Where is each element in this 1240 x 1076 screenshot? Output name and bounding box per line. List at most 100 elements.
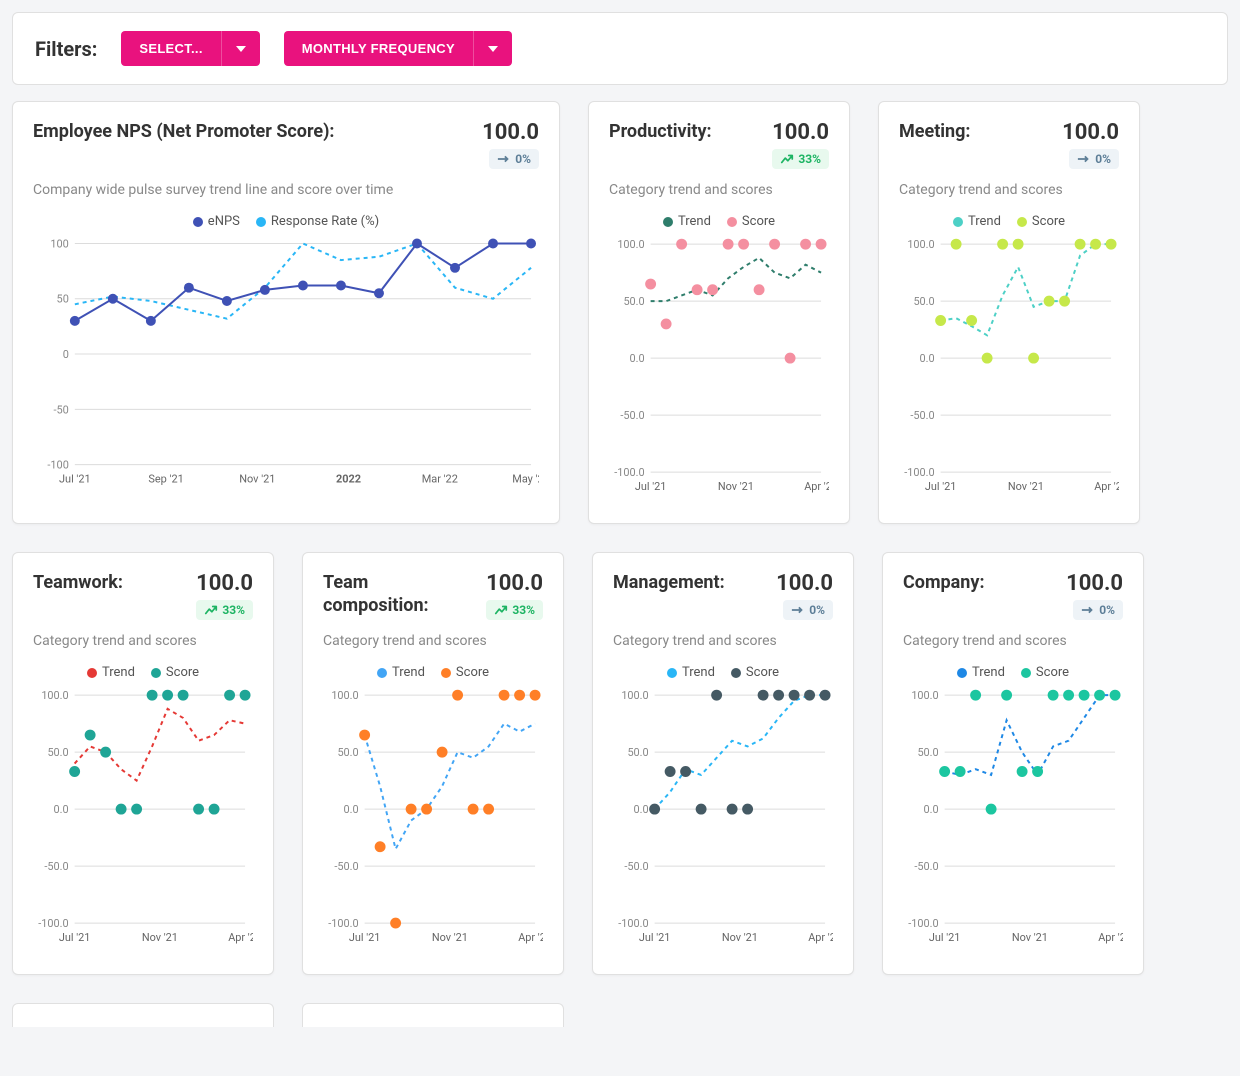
delta-value: 33% [798, 152, 821, 166]
dashboard-grid: Employee NPS (Net Promoter Score): 100.0… [12, 101, 1228, 975]
delta-badge: 33% [196, 600, 253, 620]
svg-text:Nov '21: Nov '21 [722, 931, 758, 944]
card-teamwork: Teamwork: 100.0 33% Category trend and s… [12, 552, 274, 975]
card-subtitle: Category trend and scores [33, 633, 253, 649]
svg-text:0.0: 0.0 [344, 803, 359, 816]
legend-dot [667, 668, 677, 678]
nps-chart: 100500-50-100Jul '21Sep '21Nov '212022Ma… [33, 235, 539, 495]
svg-text:100.0: 100.0 [331, 689, 358, 702]
arrow-flat-icon [497, 152, 511, 166]
chart-svg: 100.050.00.0-50.0-100.0Jul '21Nov '21Apr… [323, 686, 543, 956]
svg-text:50.0: 50.0 [627, 746, 648, 759]
select-filter-group: SELECT... [121, 31, 259, 66]
legend-dot [441, 668, 451, 678]
arrow-flat-icon [1077, 152, 1091, 166]
card-subtitle: Category trend and scores [613, 633, 833, 649]
svg-text:100.0: 100.0 [41, 689, 68, 702]
frequency-filter-button[interactable]: MONTHLY FREQUENCY [284, 31, 473, 66]
chart: 100.050.00.0-50.0-100.0Jul '21Nov '21Apr… [33, 686, 253, 956]
svg-text:Jul '21: Jul '21 [59, 473, 91, 486]
svg-text:Nov '21: Nov '21 [142, 931, 178, 944]
svg-text:Nov '21: Nov '21 [1012, 931, 1048, 944]
legend-dot [377, 668, 387, 678]
card-score: 100.0 [776, 571, 833, 596]
card-title: Teamwork: [33, 571, 123, 594]
svg-text:May '22: May '22 [512, 473, 539, 486]
select-filter-caret[interactable] [221, 31, 260, 66]
svg-text:Nov '21: Nov '21 [239, 473, 275, 486]
svg-text:50.0: 50.0 [47, 746, 68, 759]
legend-dot [193, 217, 203, 227]
svg-text:0.0: 0.0 [920, 352, 935, 365]
card-subtitle: Category trend and scores [899, 182, 1119, 198]
card-meeting: Meeting: 100.0 0% Category trend and sco… [878, 101, 1140, 524]
legend-dot [1017, 217, 1027, 227]
delta-value: 33% [222, 603, 245, 617]
legend-dot [953, 217, 963, 227]
chart: 100.050.00.0-50.0-100.0Jul '21Nov '21Apr… [323, 686, 543, 956]
svg-text:-100.0: -100.0 [614, 466, 644, 479]
ghost-card [302, 1003, 564, 1027]
svg-text:0.0: 0.0 [924, 803, 939, 816]
arrow-up-icon [780, 152, 794, 166]
select-filter-button[interactable]: SELECT... [121, 31, 220, 66]
svg-text:0: 0 [63, 348, 69, 361]
svg-text:-100.0: -100.0 [908, 917, 938, 930]
svg-text:Jul '21: Jul '21 [635, 480, 667, 493]
arrow-flat-icon [1081, 603, 1095, 617]
chart-legend: Trend Score [899, 214, 1119, 229]
chart-svg: 100.050.00.0-50.0-100.0Jul '21Nov '21Apr… [609, 235, 829, 505]
svg-text:Apr '22: Apr '22 [228, 931, 253, 944]
chart-legend: eNPS Response Rate (%) [33, 214, 539, 229]
svg-text:-100.0: -100.0 [328, 917, 358, 930]
svg-text:100.0: 100.0 [907, 238, 934, 251]
chevron-down-icon [488, 44, 498, 54]
card-subtitle: Category trend and scores [903, 633, 1123, 649]
svg-text:-100.0: -100.0 [904, 466, 934, 479]
svg-text:-50.0: -50.0 [44, 860, 68, 873]
svg-text:Jul '21: Jul '21 [639, 931, 671, 944]
nps-chart-svg: 100500-50-100Jul '21Sep '21Nov '212022Ma… [33, 235, 539, 495]
card-score: 100.0 [1066, 571, 1123, 596]
legend-label: Trend [678, 214, 711, 229]
chart: 100.050.00.0-50.0-100.0Jul '21Nov '21Apr… [609, 235, 829, 505]
svg-text:Apr '22: Apr '22 [1094, 480, 1119, 493]
chart-legend: Trend Score [33, 665, 253, 680]
legend-label: Score [456, 665, 489, 680]
svg-text:-50.0: -50.0 [620, 409, 644, 422]
card-title: Company: [903, 571, 985, 594]
legend-label: Trend [968, 214, 1001, 229]
svg-text:Jul '21: Jul '21 [929, 931, 961, 944]
svg-text:0.0: 0.0 [54, 803, 69, 816]
legend-dot [151, 668, 161, 678]
filter-bar: Filters: SELECT... MONTHLY FREQUENCY [12, 12, 1228, 85]
delta-value: 0% [515, 152, 531, 166]
legend-label: Trend [392, 665, 425, 680]
chart-legend: Trend Score [609, 214, 829, 229]
svg-text:50.0: 50.0 [917, 746, 938, 759]
svg-text:-100.0: -100.0 [618, 917, 648, 930]
chart-legend: Trend Score [903, 665, 1123, 680]
svg-text:100.0: 100.0 [621, 689, 648, 702]
delta-badge: 0% [783, 600, 833, 620]
legend-dot [87, 668, 97, 678]
card-title: Team composition: [323, 571, 455, 618]
svg-text:0.0: 0.0 [630, 352, 645, 365]
legend-label: Score [742, 214, 775, 229]
frequency-filter-caret[interactable] [473, 31, 512, 66]
svg-text:100.0: 100.0 [617, 238, 644, 251]
svg-text:-50.0: -50.0 [910, 409, 934, 422]
arrow-up-icon [494, 603, 508, 617]
svg-text:Apr '22: Apr '22 [1098, 931, 1123, 944]
svg-text:-50.0: -50.0 [624, 860, 648, 873]
card-score: 100.0 [196, 571, 253, 596]
card-score: 100.0 [486, 571, 543, 596]
legend-label: Score [746, 665, 779, 680]
legend-label: Score [166, 665, 199, 680]
chart-legend: Trend Score [323, 665, 543, 680]
svg-text:Sep '21: Sep '21 [148, 473, 183, 486]
svg-text:100: 100 [50, 237, 68, 250]
svg-text:50.0: 50.0 [337, 746, 358, 759]
card-management: Management: 100.0 0% Category trend and … [592, 552, 854, 975]
legend-dot [957, 668, 967, 678]
